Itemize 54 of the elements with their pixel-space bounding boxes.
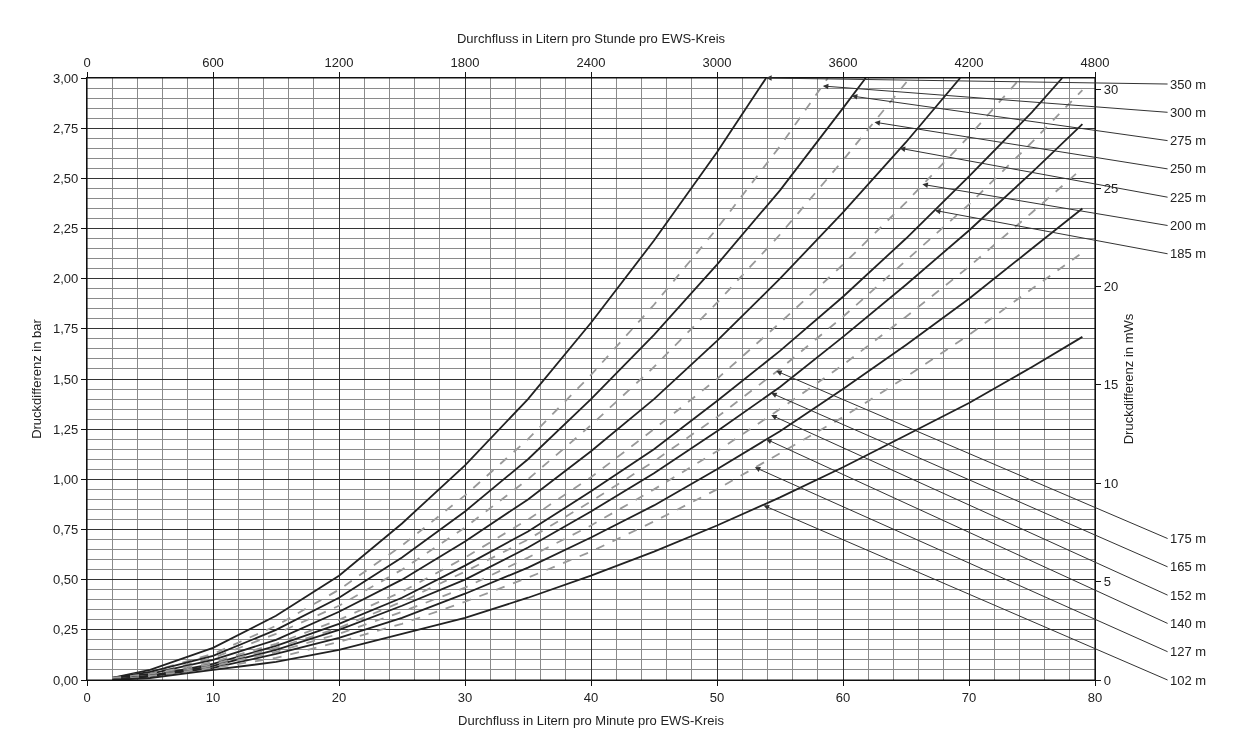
x2-tick-label: 3000	[702, 54, 732, 70]
y-tick-label: 3,00	[52, 70, 79, 86]
x2-axis-title: Durchfluss in Litern pro Stunde pro EWS-Kreis	[456, 30, 726, 46]
annotation: 275 m	[1170, 133, 1207, 148]
x2-tick-label: 4800	[1080, 54, 1110, 70]
annotation: 225 m	[1170, 190, 1207, 205]
x-tick-label: 10	[205, 689, 221, 705]
x2-tick-label: 1200	[324, 54, 354, 70]
x-tick-label: 80	[1087, 689, 1103, 705]
y-tick-label: 1,50	[52, 371, 79, 387]
y-tick-label: 2,50	[52, 170, 79, 186]
x-tick-label: 70	[961, 689, 977, 705]
annotation: 127 m	[1170, 644, 1207, 659]
x2-tick-label: 4200	[954, 54, 984, 70]
x2-tick-label: 0	[83, 54, 91, 70]
y-axis-title: Druckdifferenz in bar	[28, 318, 44, 439]
annotation: 185 m	[1170, 246, 1207, 261]
x-tick-label: 30	[457, 689, 473, 705]
y-tick-label: 0,00	[52, 672, 79, 688]
y2-tick-label: 5	[1103, 574, 1111, 590]
x-tick-label: 20	[331, 689, 347, 705]
y-tick-label: 2,00	[52, 271, 79, 287]
y2-tick-label: 10	[1103, 475, 1119, 491]
x2-tick-label: 2400	[576, 54, 606, 70]
annotation: 300 m	[1170, 105, 1207, 120]
y2-tick-label: 30	[1103, 82, 1119, 98]
y-tick-label: 1,25	[52, 421, 79, 437]
annotation: 175 m	[1170, 531, 1207, 546]
y-tick-label: 2,25	[52, 221, 79, 237]
y-tick-label: 1,75	[52, 321, 79, 337]
x2-tick-label: 3600	[828, 54, 858, 70]
annotation: 140 m	[1170, 616, 1207, 631]
y2-axis-title: Druckdifferenz in mWs	[1120, 313, 1136, 445]
x-tick-label: 0	[83, 689, 91, 705]
x-axis-title: Durchfluss in Litern pro Minute pro EWS-Kreis	[458, 713, 725, 729]
y-tick-label: 2,75	[52, 120, 79, 136]
y2-tick-label: 20	[1103, 278, 1119, 294]
y2-tick-label: 15	[1103, 377, 1119, 393]
annotation: 200 m	[1170, 218, 1207, 233]
y-tick-label: 0,75	[52, 522, 79, 538]
y-tick-label: 0,25	[52, 622, 79, 638]
annotation: 152 m	[1170, 588, 1207, 603]
x2-tick-label: 1800	[450, 54, 480, 70]
annotation: 250 m	[1170, 161, 1207, 176]
annotation: 165 m	[1170, 559, 1207, 574]
y2-tick-label: 0	[1103, 672, 1111, 688]
x-tick-label: 40	[583, 689, 599, 705]
x-tick-label: 60	[835, 689, 851, 705]
x2-tick-label: 600	[202, 54, 224, 70]
x-tick-label: 50	[709, 689, 725, 705]
y-tick-label: 0,50	[52, 572, 79, 588]
annotation: 102 m	[1170, 673, 1207, 688]
annotation: 350 m	[1170, 77, 1207, 92]
y-tick-label: 1,00	[52, 471, 79, 487]
